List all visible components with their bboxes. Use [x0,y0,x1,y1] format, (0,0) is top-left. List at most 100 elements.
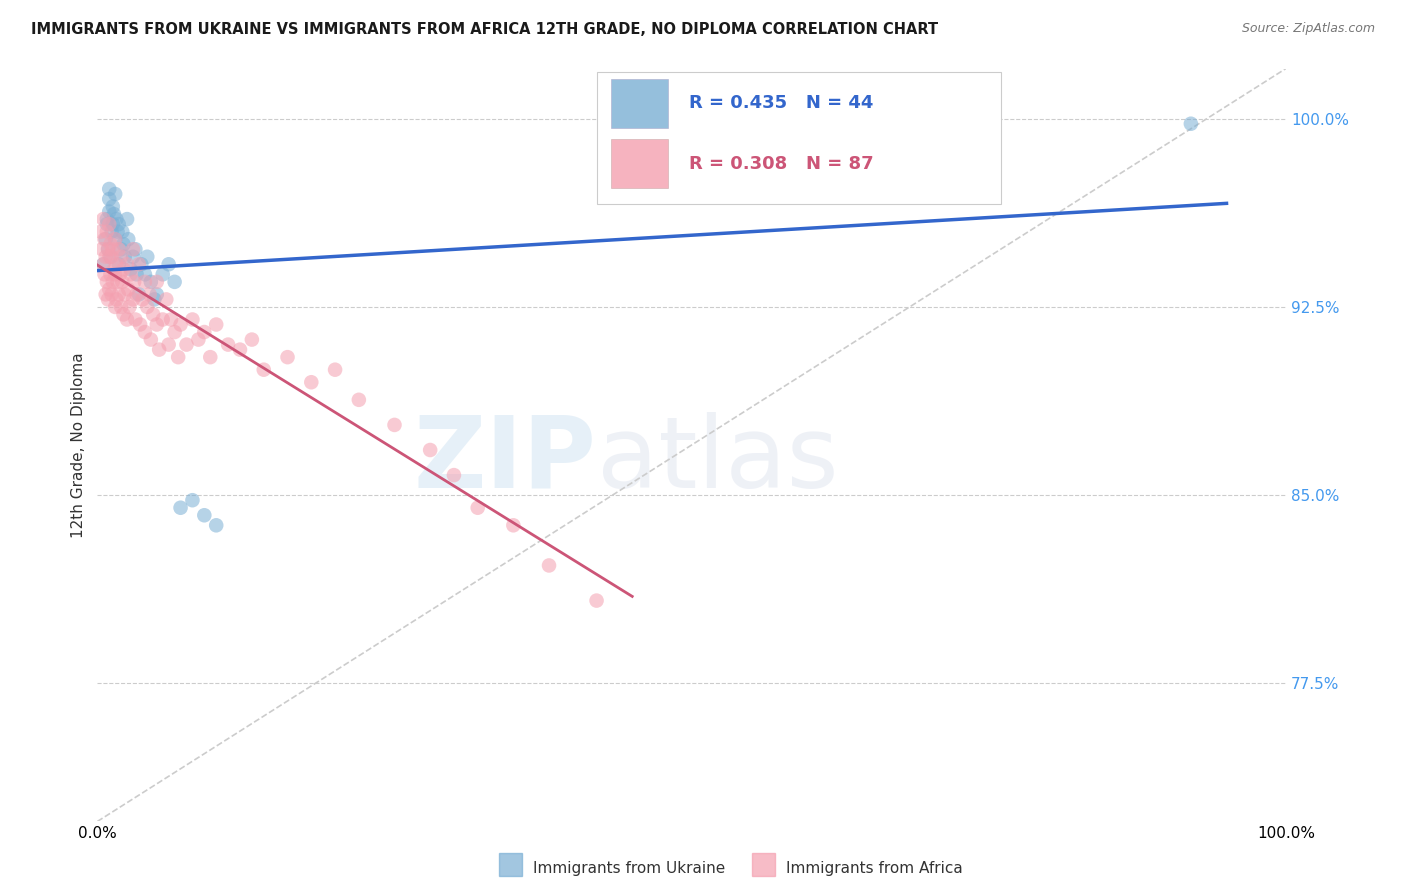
Point [103,262,125,277]
Point [107,217,129,231]
Point [107,257,129,271]
Point [169,318,191,332]
Point [131,293,153,307]
Point [136,250,159,264]
Point [443,468,465,483]
Point [152,312,174,326]
Point [90,225,112,239]
Point [205,318,228,332]
Point [98,217,121,231]
Point [98,282,121,296]
Point [142,308,165,322]
Point [323,362,346,376]
Point [419,442,441,457]
Point [100,287,122,301]
Point [100,225,122,239]
Point [176,337,198,351]
Point [229,343,252,357]
Point [160,312,183,326]
Point [107,242,129,256]
Point [134,275,156,289]
Point [98,250,121,264]
Point [120,262,142,277]
Point [112,308,135,322]
Point [93,268,115,282]
Point [91,257,114,271]
Point [125,268,148,282]
Point [94,232,117,246]
Point [139,333,162,347]
Point [108,268,131,282]
Point [97,242,120,256]
Point [117,232,139,246]
Point [240,333,263,347]
Point [347,392,370,407]
Point [181,493,204,508]
Point [253,362,276,376]
Point [125,287,148,301]
Point [502,518,524,533]
Point [1180,117,1202,131]
FancyBboxPatch shape [610,78,668,128]
Point [104,300,127,314]
Point [163,325,186,339]
Point [112,237,135,252]
Point [97,293,120,307]
Point [134,268,156,282]
Point [110,300,132,314]
Point [100,250,122,264]
Point [205,518,228,533]
Point [100,268,122,282]
Point [111,225,134,239]
Point [98,204,121,219]
Point [105,293,128,307]
Point [537,558,560,573]
Point [163,275,186,289]
Point [98,192,121,206]
Point [128,287,150,301]
Point [299,376,322,390]
Point [200,350,222,364]
Point [101,242,124,256]
Point [104,232,127,246]
Point [193,508,215,523]
Point [91,242,114,256]
Point [384,417,406,432]
Point [97,242,120,256]
Point [105,257,128,271]
Point [107,287,129,301]
Point [107,275,129,289]
Point [114,287,136,301]
Point [91,257,114,271]
Point [96,275,118,289]
Point [96,225,118,239]
Point [122,275,145,289]
Point [101,217,124,231]
Point [136,300,159,314]
Text: R = 0.435   N = 44: R = 0.435 N = 44 [689,95,873,112]
Point [122,242,145,256]
Point [98,182,121,196]
Point [167,350,190,364]
Point [115,312,138,326]
Point [115,212,138,227]
Text: R = 0.308   N = 87: R = 0.308 N = 87 [689,155,875,173]
Point [122,293,145,307]
Point [104,268,127,282]
Text: ZIP: ZIP [413,411,596,508]
Point [100,237,122,252]
Point [101,275,124,289]
Point [93,232,115,246]
Point [100,250,122,264]
Point [585,593,607,607]
Point [157,337,180,351]
Point [152,268,174,282]
Point [138,287,160,301]
Point [115,257,138,271]
Point [94,250,117,264]
Point [110,242,132,256]
Point [105,212,128,227]
Point [118,300,141,314]
FancyBboxPatch shape [596,72,1001,204]
Point [146,275,169,289]
